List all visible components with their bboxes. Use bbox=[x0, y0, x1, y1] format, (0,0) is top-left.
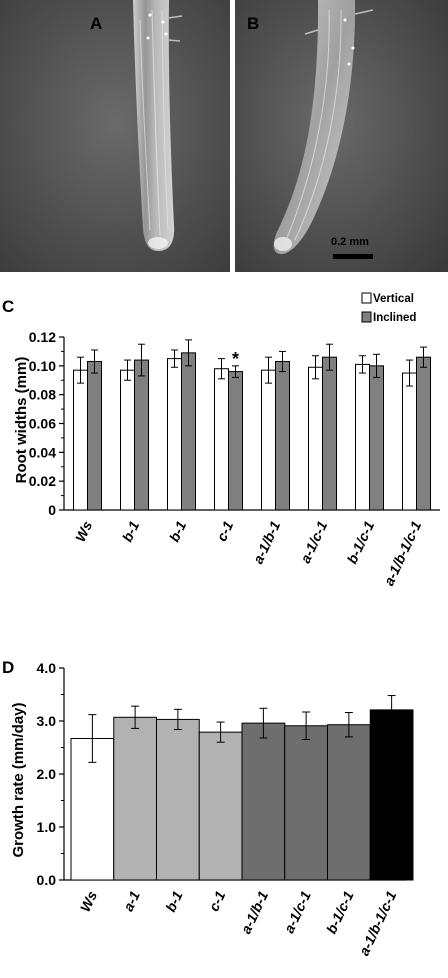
bar bbox=[241, 722, 286, 881]
bar-inclined bbox=[181, 352, 196, 511]
y-tick-label: 0.10 bbox=[29, 358, 56, 374]
panel-label-b: B bbox=[247, 14, 260, 33]
category-label: b-1 bbox=[162, 888, 185, 914]
category-label: b-1 bbox=[119, 518, 142, 544]
y-axis-label: Growth rate (mm/day) bbox=[10, 702, 27, 857]
significance-asterisk: * bbox=[232, 349, 239, 369]
category-label: a-1/b-1 bbox=[250, 518, 284, 566]
category-label: a-1/b-1/c-1 bbox=[380, 518, 424, 588]
category-label: b-1 bbox=[166, 518, 189, 544]
y-tick-label: 0.02 bbox=[29, 473, 56, 489]
y-tick-label: 0 bbox=[48, 502, 56, 518]
y-tick-label: 0.04 bbox=[29, 444, 56, 460]
y-tick-label: 1.0 bbox=[37, 819, 57, 835]
bar-inclined bbox=[322, 356, 337, 511]
axes: 0 0.02 0.04 0.06 0.08 0.10 0.12 bbox=[29, 329, 440, 518]
y-tick-label: 0.06 bbox=[29, 416, 56, 432]
y-tick-label: 3.0 bbox=[37, 713, 57, 729]
category-label: a-1/b-1 bbox=[238, 888, 272, 936]
category-label: Ws bbox=[77, 888, 100, 914]
micrograph-panel-b: B 0.2 mm bbox=[235, 0, 448, 272]
bar-inclined bbox=[87, 361, 102, 511]
root-image-inclined bbox=[235, 0, 448, 272]
bar-inclined bbox=[416, 356, 431, 511]
bar-vertical bbox=[355, 363, 370, 511]
category-label: a-1 bbox=[120, 888, 143, 913]
bar bbox=[284, 725, 328, 881]
y-tick-label: 4.0 bbox=[37, 660, 57, 676]
category-label: a-1/c-1 bbox=[297, 518, 330, 565]
bar bbox=[156, 718, 200, 881]
bar bbox=[113, 716, 157, 881]
category-label: c-1 bbox=[205, 888, 228, 913]
bar-inclined bbox=[275, 361, 290, 511]
bar-vertical bbox=[308, 366, 323, 511]
micrograph-panel-a: A bbox=[0, 0, 230, 272]
bar-vertical bbox=[402, 372, 417, 511]
y-tick-label: 0.12 bbox=[29, 329, 56, 345]
y-tick-label: 2.0 bbox=[37, 766, 57, 782]
bar-inclined bbox=[369, 365, 384, 511]
category-labels: Ws a-1 b-1 c-1 a-1/b-1 a-1/c-1 b-1/c-1a-1/b-1/… bbox=[77, 888, 400, 958]
scale-bar bbox=[333, 254, 373, 259]
bar-vertical bbox=[167, 358, 182, 511]
category-label: c-1 bbox=[213, 518, 236, 543]
panel-label-d: D bbox=[2, 658, 14, 677]
bar-vertical bbox=[73, 369, 88, 511]
y-axis-label: Root widths (mm) bbox=[13, 357, 30, 484]
legend-swatch-inclined bbox=[361, 311, 372, 323]
bars: * bbox=[73, 339, 431, 511]
chart-growth-rate: D Growth rate (mm/day) 0.0 1.0 2.0 3.0 4.0 W… bbox=[2, 658, 414, 958]
root-image-vertical bbox=[0, 0, 230, 272]
legend-label-inclined: Inclined bbox=[373, 312, 416, 324]
legend-label-vertical: Vertical bbox=[373, 293, 414, 305]
bar-vertical bbox=[120, 369, 135, 511]
bar bbox=[369, 709, 414, 881]
bar bbox=[70, 737, 115, 881]
chart-root-widths: C Root widths (mm) 0 0.02 0.04 0.06 0.08 0.10… bbox=[2, 292, 440, 588]
bar bbox=[198, 731, 243, 881]
bar-inclined bbox=[228, 371, 243, 511]
bar-vertical bbox=[214, 368, 229, 511]
bar-inclined bbox=[134, 359, 149, 511]
legend-swatch-vertical bbox=[361, 292, 372, 304]
y-tick-label: 0.0 bbox=[37, 872, 57, 888]
category-label: a-1/c-1 bbox=[281, 888, 314, 935]
category-label: a-1/b-1/c-1 bbox=[356, 888, 400, 958]
legend: Vertical Inclined bbox=[361, 292, 416, 324]
y-tick-label: 0.08 bbox=[29, 387, 56, 403]
bar bbox=[327, 724, 371, 881]
category-labels: Ws b-1 b-1 c-1 a-1/b-1 a-1/c-1 b-1/c-1 a-1/b-1/… bbox=[72, 518, 424, 588]
bars bbox=[70, 695, 414, 881]
bar-vertical bbox=[261, 369, 276, 511]
category-label: b-1/c-1 bbox=[323, 888, 357, 936]
category-label: b-1/c-1 bbox=[344, 518, 378, 566]
scale-bar-label: 0.2 mm bbox=[331, 236, 369, 248]
panel-label-a: A bbox=[90, 14, 103, 33]
category-label: Ws bbox=[72, 518, 95, 544]
panel-label-c: C bbox=[2, 297, 14, 316]
